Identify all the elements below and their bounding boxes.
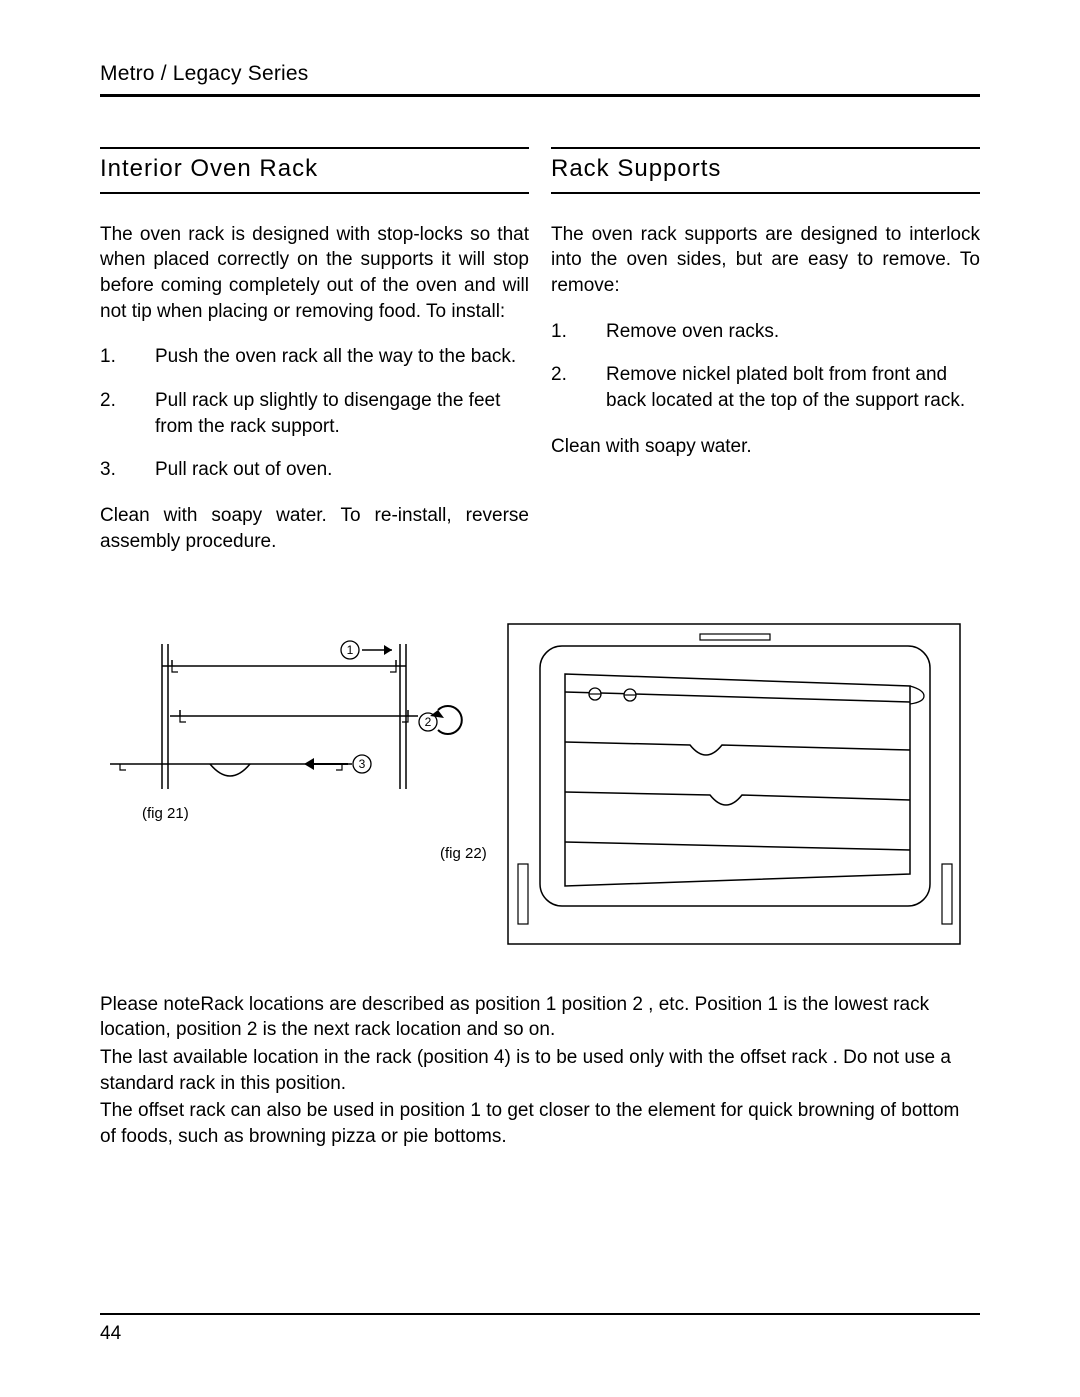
interior-rack-intro: The oven rack is designed with stop-lock… [100,222,529,325]
right-column: Rack Supports The oven rack supports are… [551,147,980,574]
step-number: 3. [100,457,155,483]
step-number: 2. [100,388,155,439]
note-text: Rack locations are described as position… [100,994,929,1041]
section-title-rack-supports: Rack Supports [551,147,980,193]
page-number: 44 [100,1323,121,1344]
svg-text:1: 1 [347,643,354,657]
series-label: Metro / Legacy Series [100,62,308,85]
page-header: Metro / Legacy Series [100,60,980,97]
rack-supports-intro: The oven rack supports are designed to i… [551,222,980,299]
note-paragraph: The offset rack can also be used in posi… [100,1098,980,1149]
figures-row: 1 2 3 [100,614,980,962]
note-lead: Please note [100,994,200,1015]
step-number: 2. [551,362,606,413]
list-item: 2. Pull rack up slightly to disengage th… [100,388,529,439]
step-number: 1. [100,344,155,370]
step-number: 1. [551,319,606,345]
step-text: Pull rack out of oven. [155,457,529,483]
step-text: Remove oven racks. [606,319,980,345]
list-item: 1. Remove oven racks. [551,319,980,345]
section-title-interior-rack: Interior Oven Rack [100,147,529,193]
note-paragraph: Please noteRack locations are described … [100,992,980,1043]
list-item: 1. Push the oven rack all the way to the… [100,344,529,370]
notes-block: Please noteRack locations are described … [100,992,980,1150]
figure-21: 1 2 3 [100,614,490,862]
interior-rack-steps: 1. Push the oven rack all the way to the… [100,344,529,483]
manual-page: Metro / Legacy Series Interior Oven Rack… [0,0,1080,1397]
note-paragraph: The last available location in the rack … [100,1045,980,1096]
interior-rack-closing: Clean with soapy water. To re-install, r… [100,503,529,554]
step-text: Remove nickel plated bolt from front and… [606,362,980,413]
rack-supports-closing: Clean with soapy water. [551,434,980,460]
fig21-caption: (fig 21) [142,804,189,824]
svg-text:3: 3 [359,757,366,771]
svg-text:2: 2 [425,715,432,729]
step-text: Pull rack up slightly to disengage the f… [155,388,529,439]
rack-supports-steps: 1. Remove oven racks. 2. Remove nickel p… [551,319,980,414]
figure-22 [490,614,980,962]
step-text: Push the oven rack all the way to the ba… [155,344,529,370]
page-footer: 44 [100,1313,980,1347]
two-column-layout: Interior Oven Rack The oven rack is desi… [100,147,980,574]
list-item: 3. Pull rack out of oven. [100,457,529,483]
fig22-caption: (fig 22) [440,844,487,864]
left-column: Interior Oven Rack The oven rack is desi… [100,147,529,574]
list-item: 2. Remove nickel plated bolt from front … [551,362,980,413]
fig22-svg [490,614,970,954]
